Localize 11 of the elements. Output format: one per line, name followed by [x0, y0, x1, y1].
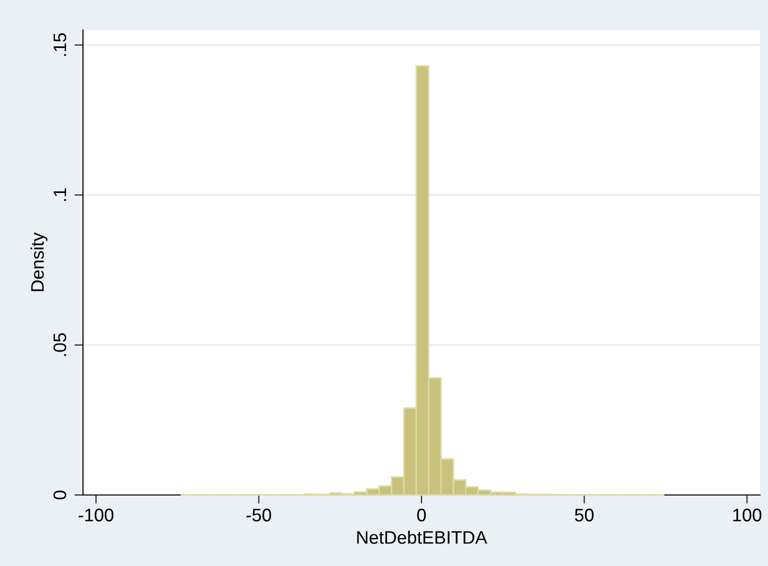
- y-tick-label: .05: [53, 333, 66, 356]
- x-tick-label: 0: [417, 508, 426, 522]
- y-tick-label: 0: [53, 490, 66, 500]
- x-tick-label: 50: [574, 508, 594, 522]
- x-tick-label: 100: [733, 508, 762, 522]
- y-tick-label: .1: [54, 188, 66, 201]
- x-tick-label: -50: [246, 508, 272, 522]
- y-axis-title: Density: [30, 232, 48, 292]
- x-tick-label: -100: [78, 508, 114, 522]
- y-tick-label: .15: [54, 33, 66, 56]
- x-axis-title: NetDebtEBITDA: [357, 530, 488, 544]
